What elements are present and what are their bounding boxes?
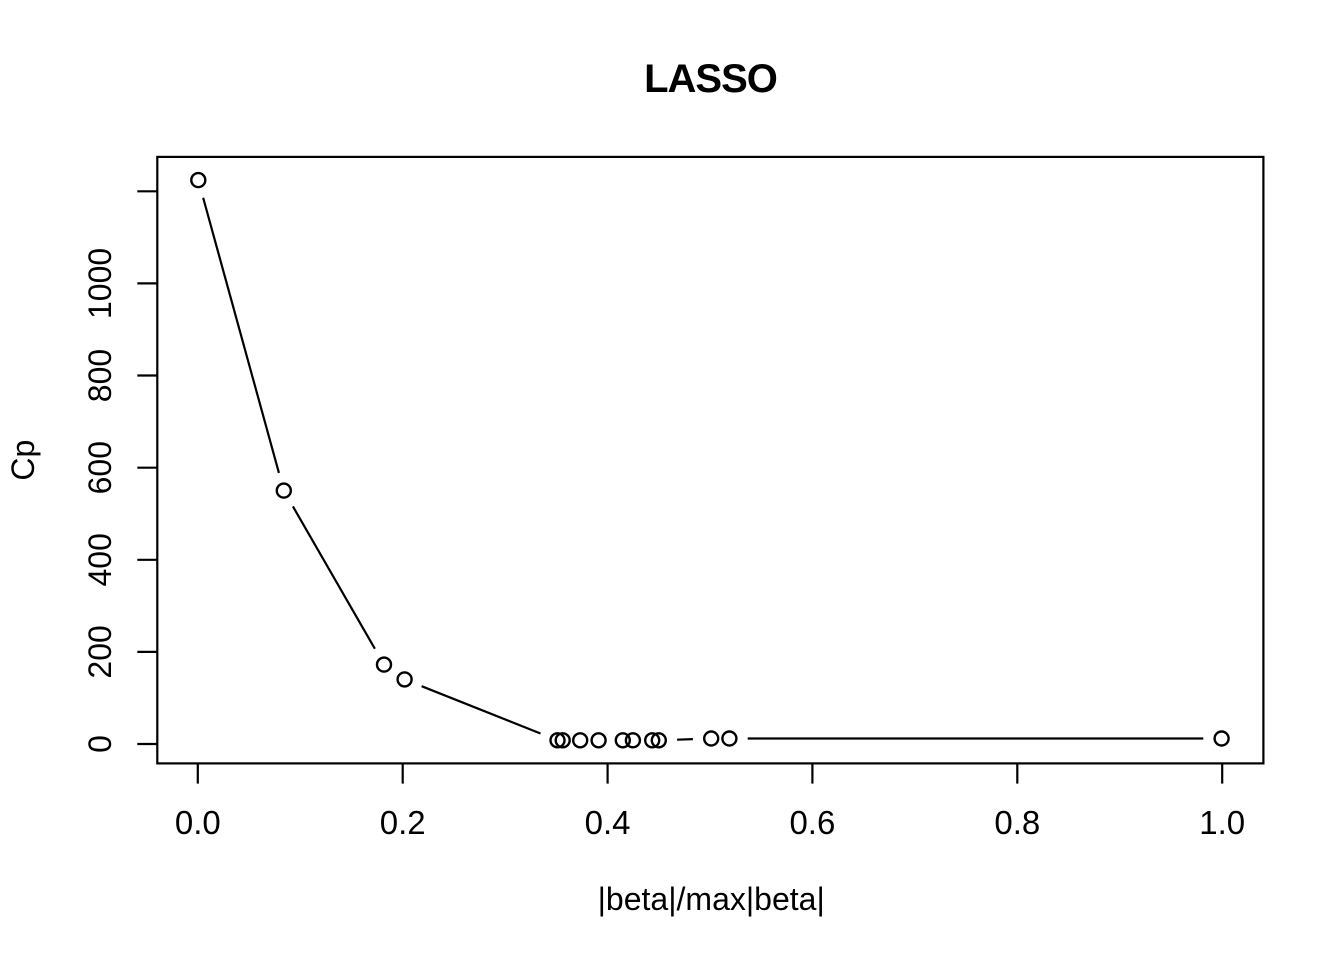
svg-text:0.0: 0.0	[175, 804, 221, 841]
svg-text:0.8: 0.8	[994, 804, 1040, 841]
svg-text:LASSO: LASSO	[644, 57, 777, 101]
svg-text:600: 600	[82, 441, 118, 494]
svg-text:400: 400	[82, 533, 118, 586]
svg-text:1.0: 1.0	[1199, 804, 1245, 841]
svg-text:Cp: Cp	[5, 440, 41, 481]
svg-text:|beta|/max|beta|: |beta|/max|beta|	[598, 881, 825, 917]
svg-text:0: 0	[82, 735, 118, 753]
svg-text:1000: 1000	[82, 248, 118, 319]
svg-text:800: 800	[82, 349, 118, 402]
svg-text:200: 200	[82, 625, 118, 678]
svg-text:0.4: 0.4	[585, 804, 631, 841]
svg-text:0.6: 0.6	[789, 804, 835, 841]
svg-text:0.2: 0.2	[380, 804, 426, 841]
